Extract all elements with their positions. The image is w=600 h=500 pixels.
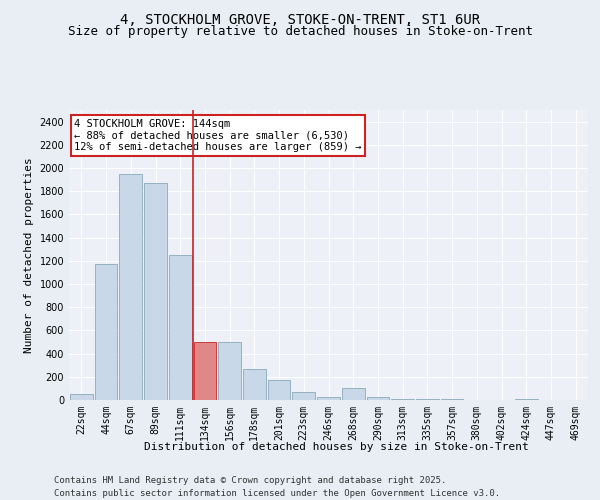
Bar <box>391 399 414 400</box>
Bar <box>144 182 167 400</box>
Bar <box>70 394 93 400</box>
Text: Distribution of detached houses by size in Stoke-on-Trent: Distribution of detached houses by size … <box>143 442 529 452</box>
Bar <box>342 388 365 400</box>
Bar <box>292 392 315 400</box>
Bar <box>95 264 118 400</box>
Bar <box>317 396 340 400</box>
Bar <box>194 342 216 400</box>
Text: Contains public sector information licensed under the Open Government Licence v3: Contains public sector information licen… <box>54 489 500 498</box>
Text: Contains HM Land Registry data © Crown copyright and database right 2025.: Contains HM Land Registry data © Crown c… <box>54 476 446 485</box>
Bar <box>268 380 290 400</box>
Bar <box>367 397 389 400</box>
Text: 4, STOCKHOLM GROVE, STOKE-ON-TRENT, ST1 6UR: 4, STOCKHOLM GROVE, STOKE-ON-TRENT, ST1 … <box>120 12 480 26</box>
Bar <box>169 255 191 400</box>
Text: Size of property relative to detached houses in Stoke-on-Trent: Size of property relative to detached ho… <box>67 25 533 38</box>
Bar <box>243 370 266 400</box>
Y-axis label: Number of detached properties: Number of detached properties <box>24 157 34 353</box>
Bar <box>119 174 142 400</box>
Text: 4 STOCKHOLM GROVE: 144sqm
← 88% of detached houses are smaller (6,530)
12% of se: 4 STOCKHOLM GROVE: 144sqm ← 88% of detac… <box>74 118 362 152</box>
Bar <box>218 342 241 400</box>
